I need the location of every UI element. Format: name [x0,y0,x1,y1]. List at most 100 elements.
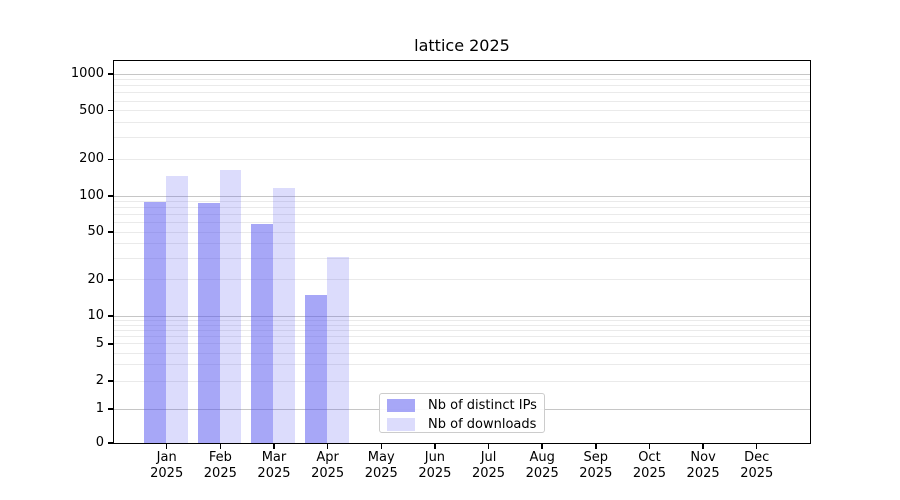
bar-distinct-ips [251,224,274,443]
y-tick-mark [108,73,113,75]
bar-downloads [273,187,295,443]
legend-row: Nb of distinct IPs [380,396,544,415]
x-tick-year: 2025 [311,466,345,481]
legend-label: Nb of downloads [428,417,537,432]
x-tick-mark [487,444,490,449]
x-tick-label: Oct 2025 [617,450,681,482]
x-tick-label: Sep 2025 [564,450,628,482]
x-tick-label: Jul 2025 [457,450,521,482]
x-tick-label: May 2025 [349,450,413,482]
x-tick-mark [326,444,329,449]
legend-label: Nb of distinct IPs [428,398,537,413]
y-tick-label: 1 [95,401,104,416]
x-tick-year: 2025 [525,466,559,481]
x-tick-year: 2025 [632,466,666,481]
x-tick-month: Apr [316,450,339,465]
gridline-major [114,315,810,317]
x-tick-label: Dec 2025 [725,450,789,482]
gridline-major [114,73,810,75]
gridline-minor [114,122,810,124]
gridline-minor [114,222,810,224]
gridline-minor [114,324,810,326]
bar-downloads [327,257,349,443]
x-tick-mark [595,444,597,449]
y-tick-label: 20 [87,271,104,287]
gridline-minor [114,279,810,281]
x-tick-year: 2025 [579,466,613,481]
legend-row: Nb of downloads [380,415,544,434]
y-tick-mark [108,380,113,382]
x-tick-year: 2025 [686,466,720,481]
gridline-minor [114,258,810,260]
y-tick-mark [108,231,113,233]
gridline-major [114,195,810,197]
x-tick-year: 2025 [471,466,506,481]
y-tick-label: 2 [95,373,104,388]
x-tick-mark [702,444,704,449]
x-tick-label: Nov 2025 [671,450,735,482]
y-tick-mark [108,110,113,112]
plot-area [113,60,811,444]
y-tick-mark [108,343,113,345]
x-tick-mark [273,444,275,449]
y-tick-mark [108,195,113,197]
gridline-minor [114,137,810,139]
gridline-minor [114,380,810,382]
legend-swatch-distinct-ips [387,399,415,412]
bar-distinct-ips [197,202,220,443]
x-tick-month: Feb [208,450,232,465]
x-tick-mark [166,444,168,449]
x-tick-year: 2025 [257,466,291,481]
gridline-minor [114,92,810,94]
gridline-minor [114,319,810,321]
x-tick-month: Nov [690,450,716,465]
x-tick-mark [541,444,543,449]
gridline-minor [114,352,810,354]
x-tick-month: Dec [744,450,770,465]
gridline-minor [114,200,810,202]
y-tick-label: 5 [95,335,104,351]
y-tick-label: 200 [79,151,104,167]
x-tick-mark [380,444,382,449]
legend: Nb of distinct IPs Nb of downloads [379,393,545,433]
x-tick-year: 2025 [364,466,398,481]
bar-distinct-ips [305,294,328,443]
x-tick-month: Mar [261,450,287,465]
x-tick-year: 2025 [740,466,774,481]
gridline-minor [114,329,810,331]
x-tick-mark [434,444,436,449]
x-tick-label: Jun 2025 [403,450,467,482]
x-tick-month: May [367,450,395,465]
gridline-minor [114,243,810,245]
x-tick-month: Aug [529,450,555,465]
x-tick-label: Jan 2025 [135,450,199,482]
y-tick-label: 100 [79,188,104,203]
x-tick-month: Oct [638,450,661,465]
y-tick-label: 0 [95,435,104,450]
y-tick-mark [108,279,113,281]
x-tick-label: Feb 2025 [188,450,252,482]
y-tick-label: 10 [87,308,104,323]
x-tick-year: 2025 [203,466,237,481]
x-tick-mark [648,444,651,449]
gridline-minor [114,158,810,160]
bar-downloads [219,170,242,443]
x-tick-month: Jan [156,450,177,465]
y-tick-mark [108,315,113,317]
legend-swatch-downloads [387,418,415,431]
y-tick-mark [108,158,113,160]
x-tick-label: Apr 2025 [296,450,360,482]
bar-distinct-ips [144,201,167,443]
gridline-minor [114,100,810,102]
chart-title: lattice 2025 [414,36,510,55]
x-tick-mark [756,444,758,449]
y-tick-label: 50 [87,224,104,240]
x-tick-label: Aug 2025 [510,450,574,482]
y-tick-mark [108,442,113,444]
gridline-minor [114,343,810,345]
gridline-minor [114,110,810,112]
x-tick-label: Mar 2025 [242,450,306,482]
gridline-minor [114,364,810,366]
gridline-minor [114,85,810,87]
